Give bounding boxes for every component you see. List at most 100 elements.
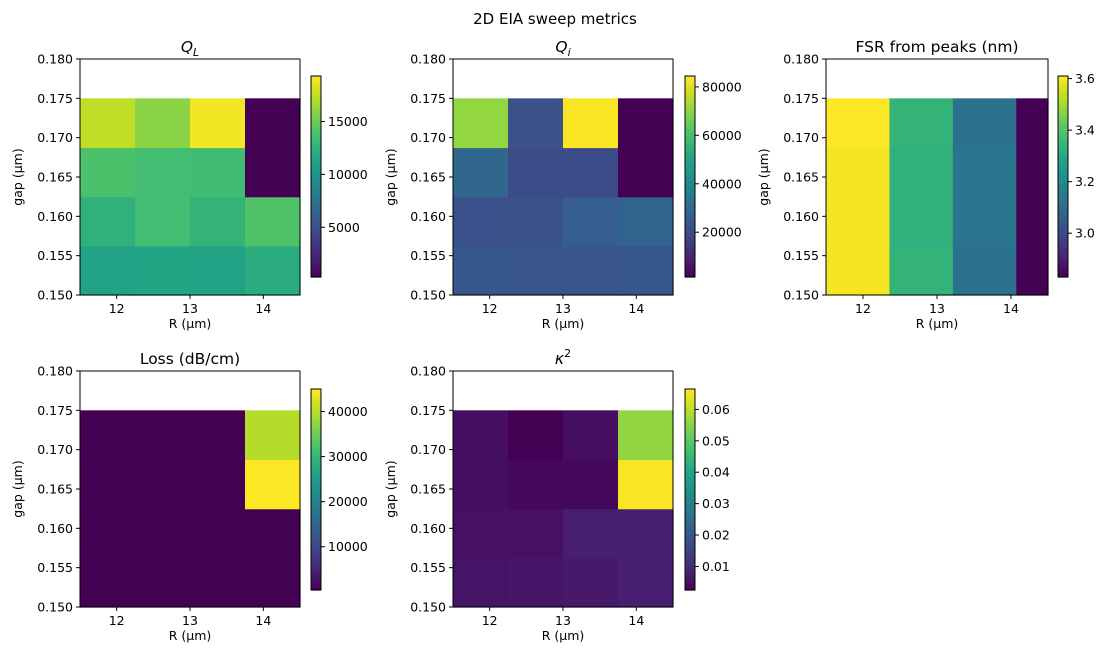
- colorbar-segment: [1058, 273, 1068, 278]
- colorbar-segment: [685, 529, 695, 534]
- colorbar-segment: [311, 526, 321, 531]
- colorbar-segment: [311, 569, 321, 574]
- colorbar-segment: [311, 79, 321, 84]
- colorbar-segment: [685, 586, 695, 591]
- heatmap-cell: [508, 557, 564, 608]
- y-tick-label: 0.180: [37, 52, 73, 67]
- heatmap-cell: [952, 98, 986, 149]
- colorbar-segment: [685, 469, 695, 474]
- heatmap-cell: [453, 245, 509, 296]
- heatmap-cell: [563, 508, 619, 559]
- colorbar-segment: [685, 409, 695, 414]
- colorbar-segment: [311, 583, 321, 588]
- figure-suptitle: 2D EIA sweep metrics: [473, 10, 637, 28]
- x-tick-label: 13: [929, 301, 945, 316]
- colorbar-segment: [1058, 156, 1068, 161]
- colorbar-segment: [1058, 193, 1068, 198]
- colorbar-segment: [685, 86, 695, 90]
- y-axis-label: gap (μm): [756, 148, 771, 205]
- x-tick-label: 12: [482, 613, 498, 628]
- colorbar-tick-label: 15000: [328, 114, 368, 129]
- colorbar-segment: [311, 479, 321, 484]
- colorbar-segment: [311, 419, 321, 424]
- heatmap-cell: [921, 147, 954, 198]
- colorbar-segment: [1058, 179, 1068, 184]
- heatmap-cell: [952, 147, 986, 198]
- y-tick-label: 0.165: [410, 170, 446, 185]
- colorbar-segment: [685, 153, 695, 157]
- y-tick-label: 0.150: [37, 600, 73, 615]
- heatmap-cell: [508, 245, 564, 296]
- colorbar-segment: [1058, 86, 1068, 90]
- colorbar-segment: [1058, 106, 1068, 111]
- colorbar-segment: [311, 220, 321, 224]
- y-tick-label: 0.160: [410, 209, 446, 224]
- panel-title: Loss (dB/cm): [140, 350, 240, 368]
- x-tick-label: 12: [855, 301, 871, 316]
- colorbar-segment: [311, 389, 321, 393]
- colorbar-segment: [311, 549, 321, 554]
- colorbar-segment: [685, 99, 695, 104]
- colorbar-segment: [311, 106, 321, 111]
- colorbar-segment: [311, 139, 321, 144]
- x-axis-label: R (μm): [169, 316, 212, 331]
- heatmap-panel-5: κ2 12 13 14 0.150 0.155 0.160 0.165 0.170 0.175 0.…: [383, 347, 730, 643]
- colorbar-segment: [311, 206, 321, 211]
- heatmap-panel-2: Qi 12 13 14 0.150 0.155 0.160 0.165 0.170 0.175 0.…: [383, 38, 742, 331]
- heatmap-cell: [618, 196, 674, 247]
- colorbar-segment: [1058, 76, 1068, 80]
- colorbar-segment: [1058, 132, 1068, 137]
- heatmap-cell: [80, 410, 136, 461]
- colorbar-segment: [685, 166, 695, 171]
- heatmap-cell: [245, 410, 301, 461]
- colorbar-tick-label: 10000: [328, 167, 368, 182]
- colorbar-segment: [311, 169, 321, 174]
- colorbar-segment: [685, 456, 695, 460]
- heatmap-cell: [453, 410, 509, 461]
- colorbar-segment: [311, 210, 321, 214]
- colorbar-segment: [1058, 119, 1068, 124]
- colorbar-segment: [1058, 230, 1068, 235]
- colorbar-segment: [685, 176, 695, 181]
- y-tick-label: 0.160: [37, 209, 73, 224]
- colorbar-segment: [685, 193, 695, 198]
- heatmap-cell: [563, 98, 619, 149]
- colorbar-segment: [311, 112, 321, 117]
- colorbar-tick-label: 10000: [328, 539, 368, 554]
- heatmap-cell: [921, 245, 954, 296]
- colorbar-segment: [685, 256, 695, 261]
- colorbar-segment: [311, 233, 321, 238]
- colorbar-segment: [685, 392, 695, 397]
- colorbar-segment: [685, 549, 695, 554]
- colorbar-segment: [685, 263, 695, 268]
- colorbar-segment: [1058, 203, 1068, 208]
- colorbar-segment: [685, 452, 695, 457]
- colorbar-segment: [1058, 149, 1068, 154]
- heatmap-cell: [80, 459, 136, 510]
- x-tick-label: 14: [255, 301, 271, 316]
- x-tick-label: 14: [628, 301, 644, 316]
- colorbar-segment: [311, 452, 321, 457]
- y-tick-label: 0.160: [410, 521, 446, 536]
- heatmap-cell: [245, 196, 301, 247]
- colorbar-segment: [685, 536, 695, 541]
- colorbar-segment: [311, 213, 321, 218]
- colorbar-segment: [1058, 136, 1068, 141]
- colorbar-segment: [1058, 163, 1068, 168]
- colorbar-segment: [311, 496, 321, 501]
- colorbar-segment: [1058, 220, 1068, 224]
- colorbar-segment: [685, 512, 695, 517]
- colorbar-segment: [311, 399, 321, 403]
- colorbar-segment: [311, 256, 321, 261]
- colorbar-segment: [685, 395, 695, 400]
- x-axis-label: R (μm): [916, 316, 959, 331]
- heatmap-cell: [563, 459, 619, 510]
- colorbar-segment: [685, 246, 695, 251]
- colorbar-frame: [684, 75, 696, 278]
- colorbar-segment: [685, 139, 695, 144]
- y-axis-label: gap (μm): [10, 460, 25, 517]
- colorbar-segment: [685, 183, 695, 188]
- colorbar-segment: [311, 482, 321, 487]
- colorbar-segment: [311, 586, 321, 591]
- heatmap-cell: [135, 459, 191, 510]
